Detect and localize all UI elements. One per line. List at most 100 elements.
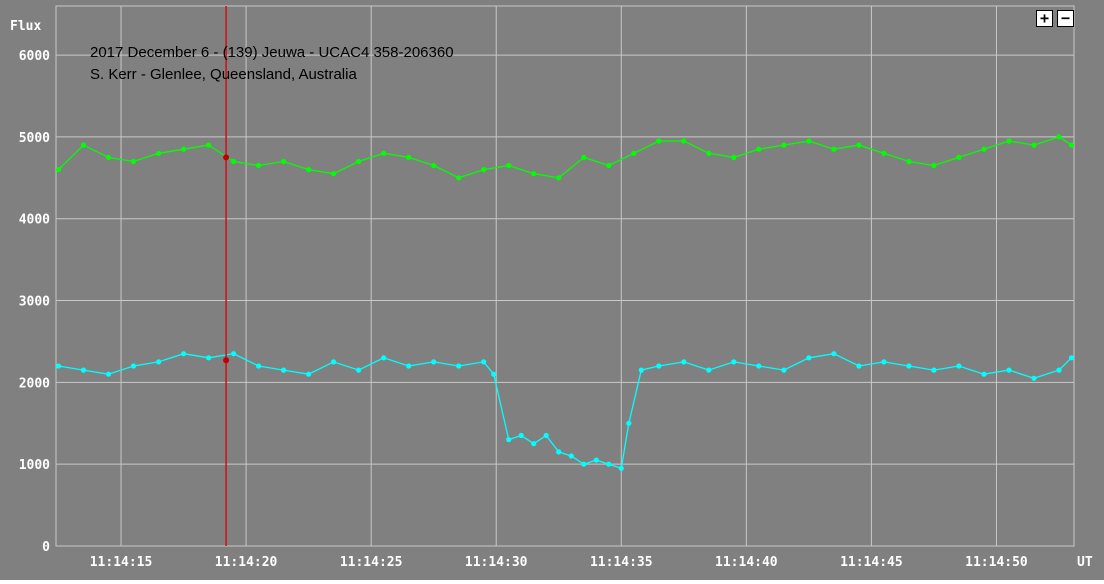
data-point-comparison bbox=[881, 150, 887, 156]
data-point-target bbox=[756, 363, 762, 369]
data-point-target bbox=[306, 371, 312, 377]
data-point-target bbox=[80, 367, 87, 373]
data-point-target bbox=[593, 457, 599, 463]
data-point-target bbox=[456, 363, 462, 369]
data-point-comparison bbox=[456, 175, 462, 181]
x-tick-label: 11:14:30 bbox=[465, 555, 528, 570]
cursor-point bbox=[223, 357, 230, 364]
data-point-target bbox=[331, 359, 337, 365]
data-point-comparison bbox=[206, 142, 212, 148]
data-point-target bbox=[956, 363, 962, 369]
data-point-comparison bbox=[431, 162, 437, 169]
x-tick-label: 11:14:20 bbox=[215, 555, 278, 570]
data-point-target bbox=[706, 367, 712, 373]
data-point-comparison bbox=[631, 150, 637, 156]
data-point-target bbox=[556, 449, 562, 455]
data-point-comparison bbox=[481, 167, 487, 173]
series-layer bbox=[55, 134, 1075, 471]
chart-title-block: 2017 December 6 - (139) Jeuwa - UCAC4 35… bbox=[90, 44, 454, 83]
chart-subtitle: S. Kerr - Glenlee, Queensland, Australia bbox=[90, 66, 357, 83]
data-point-comparison bbox=[381, 150, 387, 156]
data-point-comparison bbox=[306, 167, 312, 173]
data-point-target bbox=[606, 461, 612, 467]
data-point-target bbox=[626, 420, 632, 426]
data-point-target bbox=[206, 355, 212, 361]
data-point-comparison bbox=[531, 171, 537, 177]
series-line-comparison bbox=[58, 136, 1072, 179]
data-point-target bbox=[638, 367, 644, 373]
data-point-target bbox=[55, 363, 62, 369]
data-point-target bbox=[431, 359, 437, 365]
data-point-target bbox=[931, 367, 937, 373]
y-tick-label: 3000 bbox=[19, 295, 50, 310]
data-point-comparison bbox=[1031, 142, 1037, 148]
y-tick-label: 6000 bbox=[19, 49, 50, 64]
data-point-target bbox=[568, 453, 574, 459]
x-tick-label: 11:14:25 bbox=[340, 555, 403, 570]
data-point-target bbox=[881, 359, 887, 365]
cursor-layer bbox=[223, 6, 230, 546]
data-point-target bbox=[156, 359, 162, 365]
data-point-comparison bbox=[156, 150, 162, 156]
data-point-comparison bbox=[931, 162, 937, 169]
y-tick-label: 0 bbox=[42, 540, 50, 555]
data-point-target bbox=[506, 437, 512, 443]
data-point-comparison bbox=[556, 175, 562, 181]
y-tick-label: 4000 bbox=[19, 213, 50, 228]
data-point-comparison bbox=[356, 158, 362, 165]
data-point-comparison bbox=[130, 158, 137, 165]
data-point-target bbox=[581, 461, 587, 467]
data-point-target bbox=[481, 359, 487, 365]
data-point-target bbox=[105, 371, 112, 377]
data-point-target bbox=[806, 355, 812, 361]
data-point-comparison bbox=[256, 162, 262, 169]
data-point-target bbox=[981, 371, 987, 377]
y-tick-label: 5000 bbox=[19, 131, 50, 146]
zoom-out-button[interactable]: − bbox=[1057, 10, 1074, 27]
data-point-target bbox=[1031, 375, 1037, 381]
chart-title: 2017 December 6 - (139) Jeuwa - UCAC4 35… bbox=[90, 44, 454, 61]
data-point-comparison bbox=[856, 142, 862, 148]
data-point-comparison bbox=[956, 154, 962, 160]
x-tick-label: 11:14:50 bbox=[965, 555, 1028, 570]
data-point-target bbox=[1068, 355, 1075, 361]
data-point-target bbox=[618, 465, 624, 471]
data-point-target bbox=[531, 441, 537, 447]
data-point-target bbox=[781, 367, 787, 373]
data-point-target bbox=[518, 432, 524, 439]
data-point-comparison bbox=[105, 154, 112, 160]
data-point-target bbox=[906, 363, 912, 369]
axis-layer: Flux UT 0 1000 2000 3000 4000 5000 6000 11:14:1… bbox=[10, 19, 1093, 570]
x-tick-label: 11:14:35 bbox=[590, 555, 653, 570]
data-point-target bbox=[831, 351, 837, 357]
data-point-target bbox=[281, 367, 287, 373]
zoom-in-button[interactable]: + bbox=[1036, 10, 1053, 27]
x-tick-label: 11:14:15 bbox=[90, 555, 153, 570]
cursor-point bbox=[223, 154, 230, 161]
data-point-target bbox=[491, 371, 497, 377]
data-point-target bbox=[130, 363, 137, 369]
data-point-comparison bbox=[681, 138, 687, 144]
data-point-comparison bbox=[331, 171, 337, 177]
data-point-comparison bbox=[55, 167, 62, 173]
data-point-target bbox=[256, 363, 262, 369]
y-tick-label: 2000 bbox=[19, 376, 50, 391]
data-point-target bbox=[856, 363, 862, 369]
data-point-target bbox=[656, 363, 662, 369]
data-point-comparison bbox=[1006, 138, 1012, 144]
y-axis-label: Flux bbox=[10, 19, 41, 34]
data-point-comparison bbox=[906, 158, 912, 165]
data-point-comparison bbox=[406, 154, 412, 160]
data-point-comparison bbox=[781, 142, 787, 148]
x-axis-unit-label: UT bbox=[1077, 555, 1093, 570]
data-point-comparison bbox=[731, 154, 737, 160]
data-point-target bbox=[681, 359, 687, 365]
data-point-target bbox=[731, 359, 737, 365]
data-point-target bbox=[231, 351, 237, 357]
data-point-target bbox=[181, 351, 187, 357]
data-point-target bbox=[1006, 367, 1012, 373]
data-point-comparison bbox=[231, 158, 237, 165]
